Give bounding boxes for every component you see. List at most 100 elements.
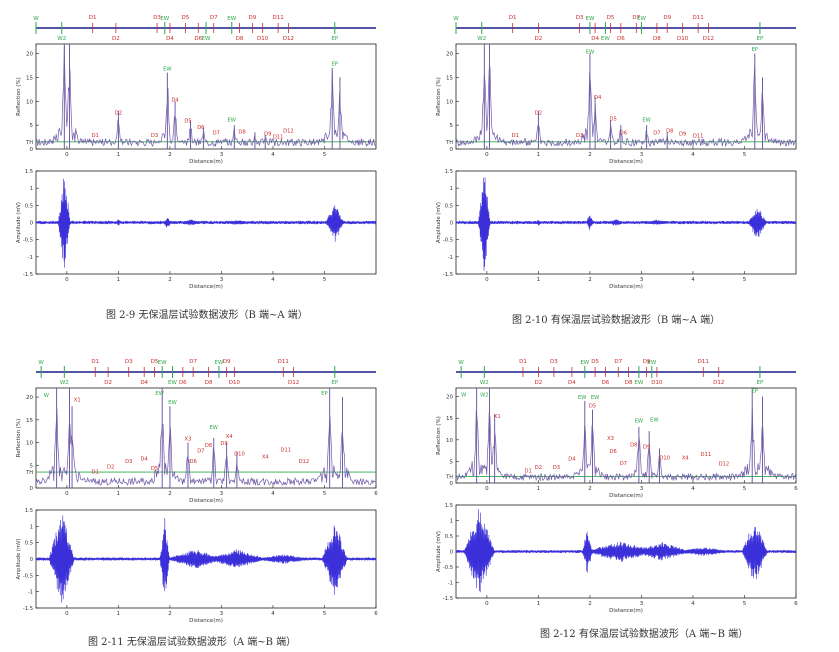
- amplitude-x-tick-label: 3: [220, 277, 224, 283]
- event-bar-red-label: D1: [509, 15, 517, 21]
- reflection-annotation: EW: [578, 395, 586, 401]
- event-bar-red-label: D8: [625, 380, 633, 386]
- reflection-annotation: D7: [620, 461, 627, 467]
- reflection-annotation: EW: [168, 400, 176, 406]
- reflection-y-tick-label: 20: [26, 395, 33, 401]
- event-bar-red-label: D1: [89, 15, 97, 21]
- reflection-annotation: EP: [752, 47, 758, 53]
- amplitude-y-axis-label: Amplitude (mV): [16, 202, 22, 243]
- reflection-annotation: D10: [659, 455, 670, 461]
- reflection-y-axis-label: Reflection (%): [436, 416, 442, 455]
- event-bar-green-label: W: [38, 360, 44, 366]
- event-bar-red-label: D5: [151, 359, 159, 365]
- reflection-y-tick-label: 20: [26, 52, 33, 58]
- event-bar-green-label: EW: [647, 360, 656, 366]
- reflection-annotation: EW: [591, 395, 599, 401]
- event-bar-red-label: D6: [617, 36, 625, 42]
- reflection-annotation: D10: [234, 451, 245, 457]
- amplitude-y-tick-label: 0: [30, 557, 33, 563]
- reflection-y-tick-label: 15: [446, 416, 453, 422]
- reflection-annotation: D5: [589, 403, 596, 409]
- reflection-annotation: D1: [92, 469, 99, 475]
- event-bar-red-label: D9: [248, 15, 256, 21]
- reflection-y-tick-label: 5: [450, 123, 454, 129]
- reflection-annotation: D2: [115, 111, 122, 117]
- reflection-annotation: EP: [332, 61, 338, 67]
- reflection-x-tick-label: 6: [794, 486, 798, 492]
- event-bar-green-label: EW: [634, 380, 643, 386]
- amplitude-y-axis-label: Amplitude (mV): [436, 531, 442, 572]
- reflection-annotation: D5: [184, 118, 191, 124]
- event-bar-red-label: D6: [194, 36, 202, 42]
- event-bar-red-label: D8: [205, 380, 213, 386]
- reflection-y-tick-label: 10: [446, 438, 453, 444]
- amplitude-x-axis-label: Distance(m): [189, 284, 223, 290]
- reflection-plot-frame: [35, 43, 377, 150]
- event-bar-red-label: D3: [550, 359, 558, 365]
- reflection-annotation: D8: [205, 443, 212, 449]
- amplitude-y-tick-label: 0.5: [25, 203, 33, 209]
- reflection-annotation: EW: [650, 418, 658, 424]
- amplitude-x-tick-label: 5: [743, 601, 747, 607]
- amplitude-y-tick-label: -0.5: [443, 565, 453, 571]
- reflection-x-tick-label: 3: [640, 486, 644, 492]
- reflection-annotation: D1: [92, 133, 99, 139]
- amplitude-y-tick-label: -1.5: [23, 606, 33, 612]
- reflection-x-tick-label: 2: [168, 491, 172, 497]
- reflection-y-tick-label: 20: [446, 52, 453, 58]
- amplitude-x-tick-label: 5: [323, 611, 327, 617]
- reflection-y-tick-label: 15: [26, 75, 33, 81]
- amplitude-y-tick-label: -1.5: [443, 596, 453, 602]
- reflection-y-tick-label: 0: [450, 147, 454, 153]
- reflection-x-tick-label: 5: [323, 491, 327, 497]
- reflection-annotation: D9: [643, 444, 650, 450]
- reflection-x-tick-label: 2: [588, 152, 592, 158]
- event-bar-red-label: D5: [591, 359, 599, 365]
- reflection-y-tick-label: 0: [450, 481, 454, 487]
- amplitude-x-tick-label: 6: [794, 601, 798, 607]
- amplitude-y-tick-label: 0.5: [445, 203, 453, 209]
- reflection-y-axis-label: Reflection (%): [436, 77, 442, 116]
- reflection-annotation: EW: [586, 50, 594, 56]
- reflection-x-tick-label: 5: [743, 152, 747, 158]
- event-bar-red-label: D1: [519, 359, 527, 365]
- event-bar-green-label: EP: [757, 380, 764, 386]
- reflection-annotation: D7: [213, 131, 220, 137]
- event-bar-red-label: D9: [223, 359, 231, 365]
- reflection-y-tick-label: 10: [26, 441, 33, 447]
- reflection-x-tick-label: 0: [485, 486, 489, 492]
- figure-2-12: W W2 EW EW EW EP D1 D2 D3 D4 D5 D6 D7 D8 D9 D10 D11 D12 0 5…: [424, 348, 804, 618]
- reflection-x-tick-label: 1: [117, 152, 121, 158]
- amplitude-y-tick-label: -1: [448, 581, 453, 587]
- event-bar-red-label: D12: [288, 380, 299, 386]
- event-bar-red-label: D11: [698, 359, 709, 365]
- reflection-x-tick-label: 3: [640, 152, 644, 158]
- amplitude-y-tick-label: 1: [30, 524, 33, 530]
- reflection-x-axis-label: Distance(m): [609, 159, 643, 165]
- reflection-y-tick-label: 10: [446, 99, 453, 105]
- amplitude-x-tick-label: 2: [588, 601, 592, 607]
- threshold-label: TH: [445, 475, 453, 481]
- reflection-x-axis-label: Distance(m): [189, 498, 223, 504]
- reflection-x-tick-label: 1: [117, 491, 121, 497]
- reflection-x-tick-label: 2: [168, 152, 172, 158]
- reflection-annotation: D12: [283, 128, 294, 134]
- event-bar-green-label: EW: [214, 360, 223, 366]
- amplitude-x-tick-label: 3: [640, 277, 644, 283]
- amplitude-x-tick-label: 5: [743, 277, 747, 283]
- reflection-annotation: D8: [666, 128, 673, 134]
- reflection-annotation: D2: [107, 464, 114, 470]
- reflection-trace: [455, 65, 797, 148]
- amplitude-y-tick-label: 1.5: [445, 503, 453, 509]
- reflection-y-tick-label: 20: [446, 395, 453, 401]
- reflection-annotation: D12: [299, 459, 310, 465]
- threshold-label: TH: [25, 140, 33, 146]
- reflection-x-tick-label: 0: [485, 152, 489, 158]
- figure-2-10-caption: 图 2-10 有保温层试验数据波形（B 端~A 端）: [512, 315, 721, 326]
- amplitude-y-tick-label: 0: [30, 221, 33, 227]
- reflection-annotation: D11: [701, 452, 712, 458]
- event-bar-green-label: W: [453, 16, 459, 22]
- reflection-annotation: D11: [281, 448, 292, 454]
- amplitude-y-tick-label: -1.5: [443, 272, 453, 278]
- amplitude-x-tick-label: 0: [65, 277, 69, 283]
